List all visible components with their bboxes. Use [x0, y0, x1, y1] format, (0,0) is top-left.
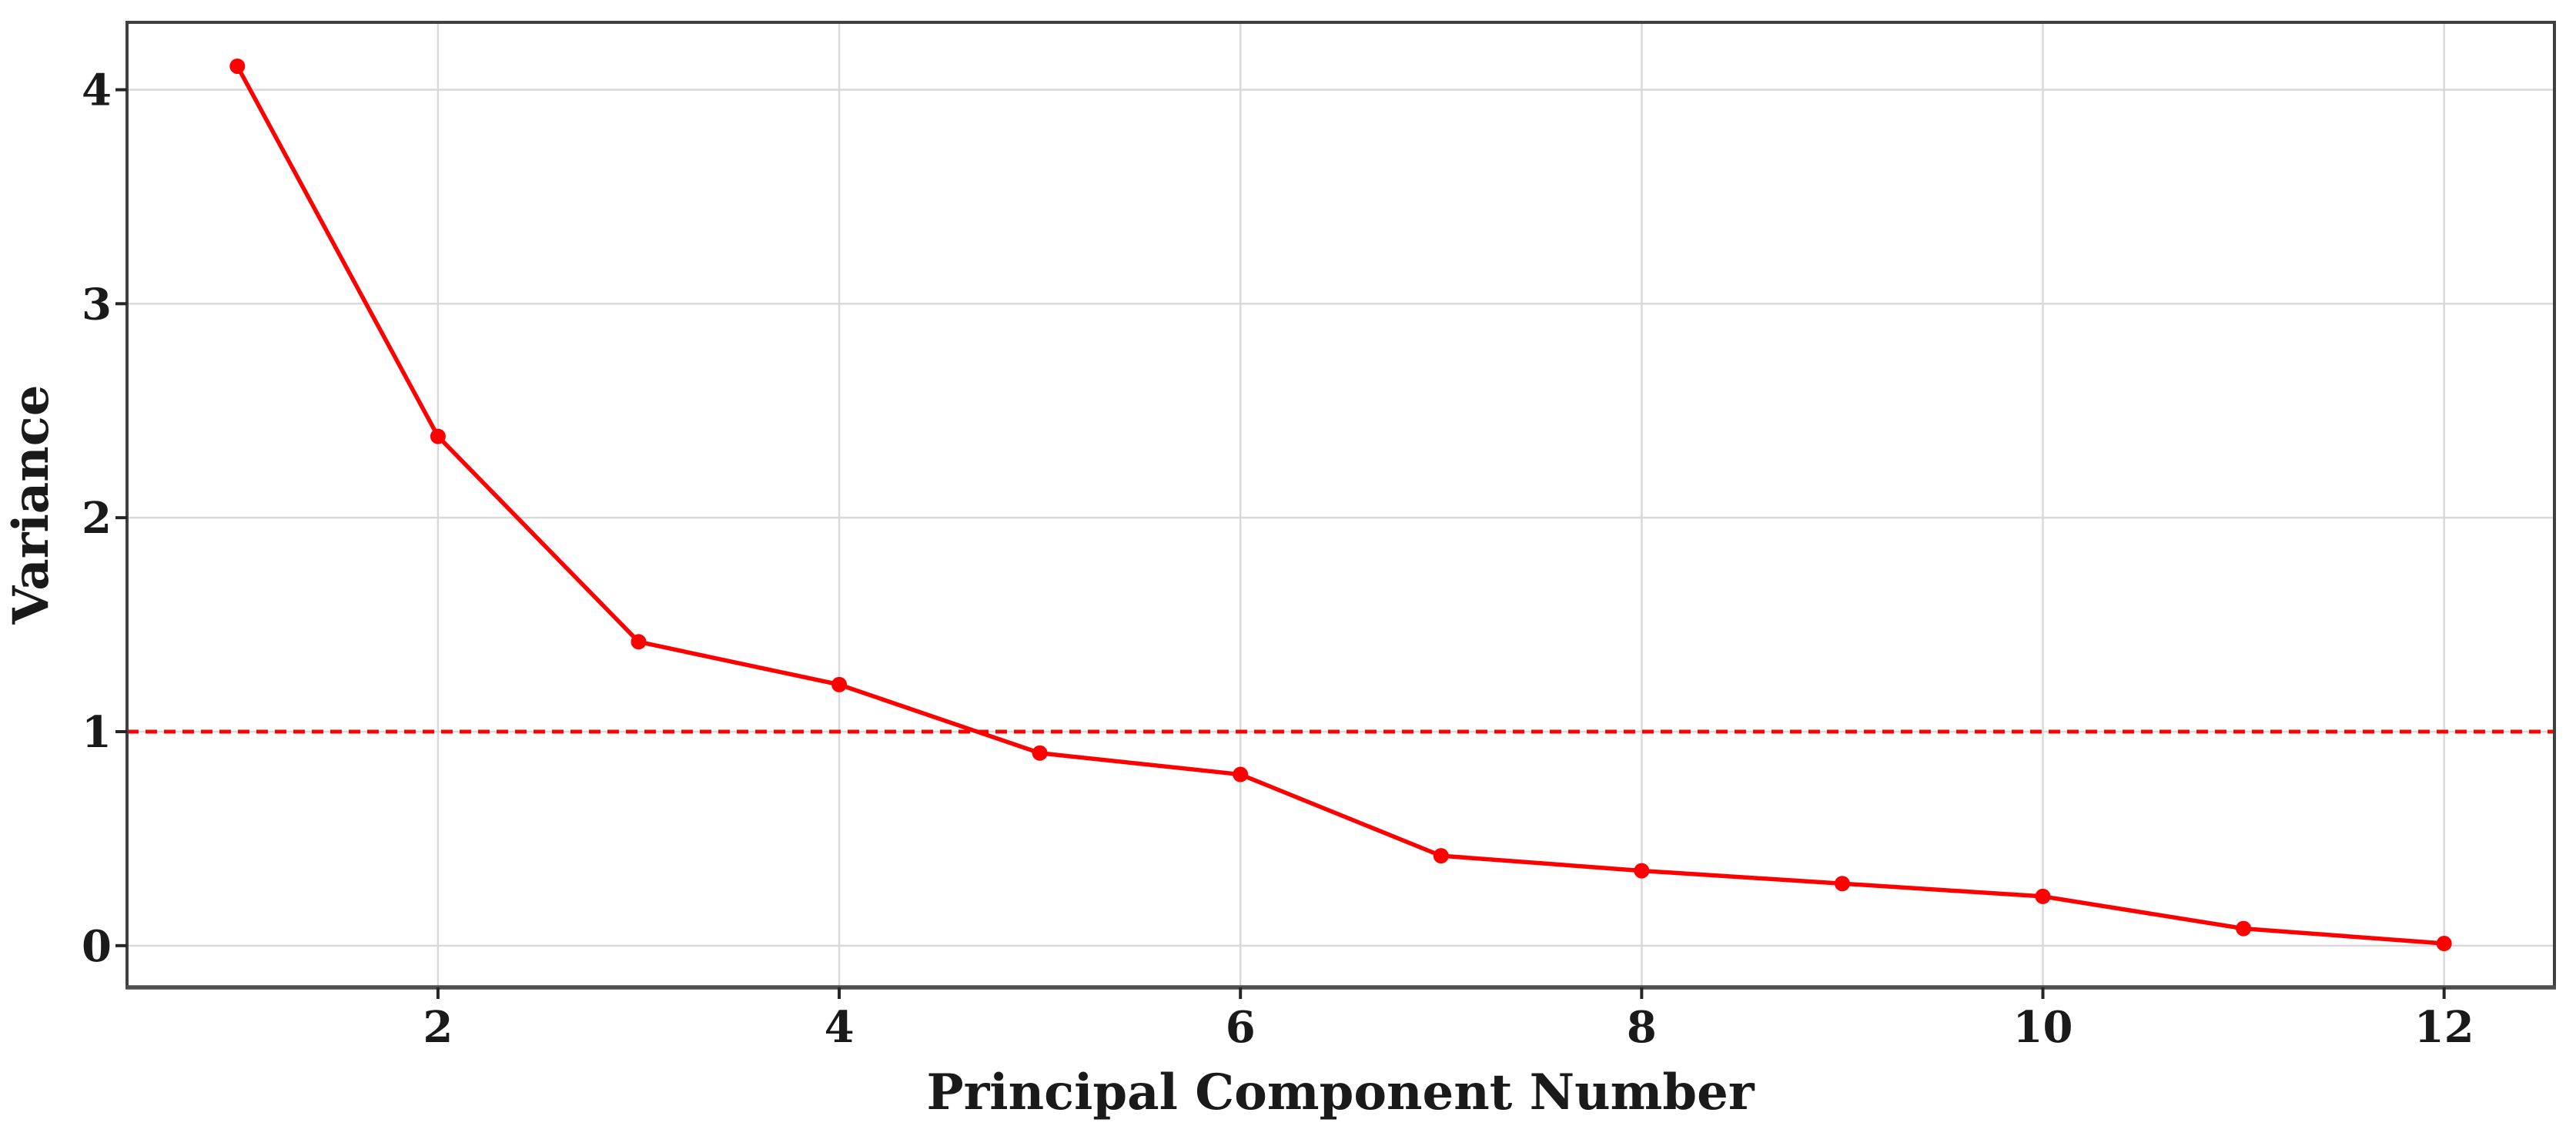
axes-spines	[125, 21, 2556, 990]
data-point	[2236, 920, 2252, 937]
data-point	[1032, 745, 1048, 761]
series-layer	[229, 58, 2452, 952]
data-point	[430, 428, 446, 444]
y-tick-label: 3	[82, 279, 112, 330]
y-tick-label: 1	[82, 707, 112, 758]
data-point	[1233, 766, 1249, 783]
data-point	[2035, 888, 2051, 904]
data-point	[2436, 936, 2452, 952]
y-tick-label: 2	[82, 493, 112, 544]
x-tick-label: 12	[2414, 1002, 2474, 1053]
data-point	[1433, 848, 1449, 864]
data-point	[229, 58, 246, 74]
data-point	[1634, 863, 1650, 879]
x-tick-label: 8	[1627, 1002, 1657, 1053]
tick-marks	[115, 88, 2446, 999]
data-point	[631, 634, 647, 650]
x-tick-label: 2	[423, 1002, 453, 1053]
plot-border	[125, 21, 2556, 989]
x-tick-label: 10	[2013, 1002, 2073, 1053]
x-tick-label: 4	[825, 1002, 855, 1053]
y-tick-label: 4	[82, 65, 112, 116]
gridlines	[127, 22, 2554, 987]
x-axis-label: Principal Component Number	[926, 1064, 1755, 1121]
x-tick-label: 6	[1226, 1002, 1256, 1053]
data-point	[1834, 876, 1850, 892]
scree-line	[235, 64, 2447, 946]
data-point	[831, 676, 848, 692]
y-axis-label: Variance	[2, 385, 60, 625]
y-tick-label: 0	[82, 921, 112, 972]
